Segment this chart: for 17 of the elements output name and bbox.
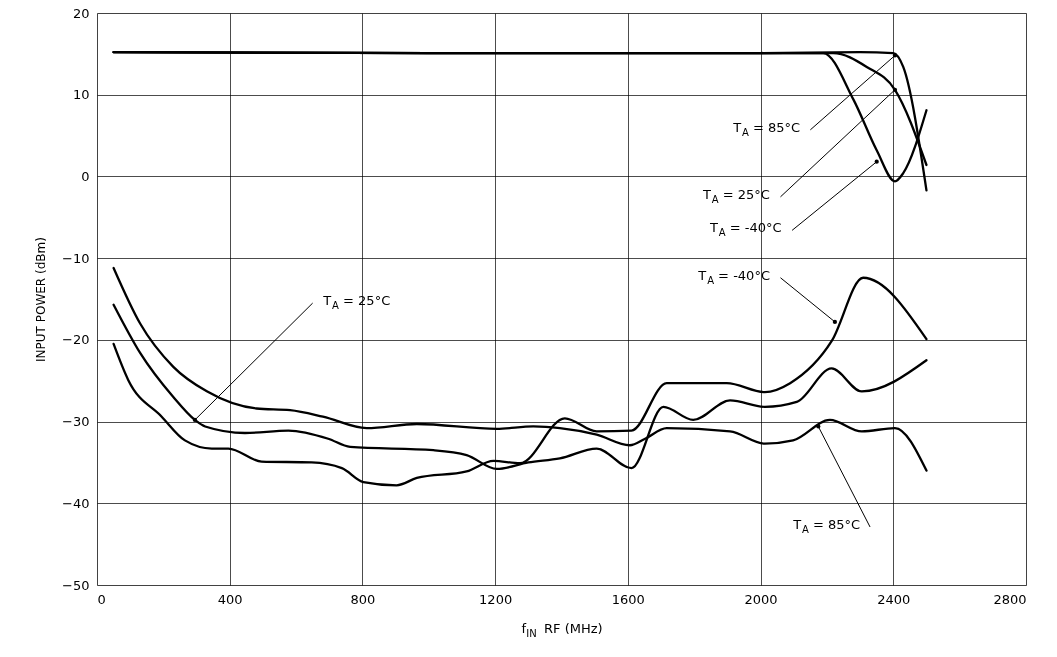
y-tick-label: −20 bbox=[62, 332, 90, 348]
y-tick-label: 20 bbox=[72, 5, 90, 21]
x-tick-label: 400 bbox=[217, 591, 243, 607]
x-tick-label: 2400 bbox=[877, 591, 911, 607]
x-tick-label: 2800 bbox=[993, 591, 1027, 607]
y-tick-label: 10 bbox=[72, 87, 90, 103]
x-tick-label: 800 bbox=[350, 591, 376, 607]
y-axis-title: INPUT POWER (dBm) bbox=[34, 237, 49, 362]
y-tick-label: −10 bbox=[62, 250, 90, 266]
y-tick-label: −40 bbox=[62, 495, 90, 511]
y-tick-label: 0 bbox=[81, 168, 90, 184]
x-tick-label: 1200 bbox=[479, 591, 513, 607]
x-tick-label: 0 bbox=[97, 591, 106, 607]
y-tick-label: −50 bbox=[62, 577, 90, 593]
x-tick-label: 1600 bbox=[611, 591, 645, 607]
x-tick-label: 2000 bbox=[744, 591, 778, 607]
y-tick-label: −30 bbox=[62, 414, 90, 430]
